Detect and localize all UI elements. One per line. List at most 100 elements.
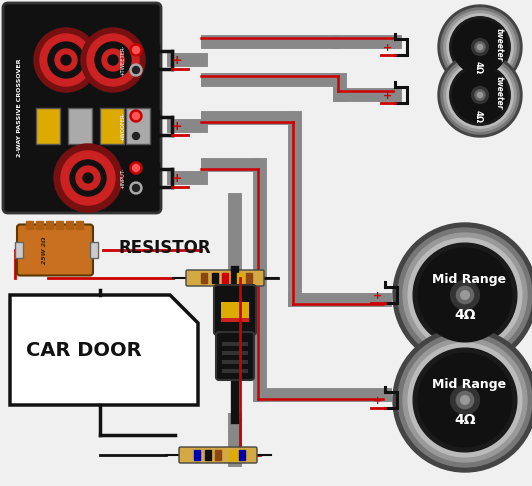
Bar [36, 108, 60, 144]
Bar [194, 450, 200, 460]
Text: +INPUT-: +INPUT- [120, 167, 125, 189]
Text: CAR DOOR: CAR DOOR [26, 341, 142, 360]
Circle shape [398, 228, 532, 362]
Circle shape [475, 90, 485, 100]
Circle shape [108, 55, 118, 65]
Circle shape [438, 5, 522, 89]
Bar [100, 108, 124, 144]
Bar [90, 242, 98, 258]
Circle shape [130, 64, 142, 76]
Text: 4Ω: 4Ω [473, 62, 483, 74]
Circle shape [413, 348, 517, 452]
Circle shape [447, 14, 513, 80]
Circle shape [132, 164, 139, 172]
Circle shape [398, 333, 532, 467]
Bar [222, 342, 248, 346]
Bar [56, 222, 63, 229]
Circle shape [102, 49, 124, 71]
Circle shape [413, 243, 517, 347]
Text: 25W 2Ω: 25W 2Ω [43, 236, 47, 264]
Polygon shape [10, 295, 198, 405]
Circle shape [95, 42, 131, 78]
Bar [246, 273, 252, 283]
Bar [126, 108, 150, 144]
Text: +: + [383, 43, 392, 53]
Circle shape [451, 385, 479, 415]
Bar [222, 360, 248, 364]
Circle shape [408, 238, 522, 352]
Circle shape [61, 151, 115, 205]
Bar [46, 222, 53, 229]
Circle shape [441, 8, 519, 86]
Circle shape [456, 391, 473, 409]
Circle shape [130, 110, 142, 122]
Circle shape [461, 396, 469, 404]
Bar [237, 273, 243, 283]
Circle shape [418, 353, 512, 447]
Text: Mid Range: Mid Range [431, 273, 505, 286]
Circle shape [478, 92, 483, 98]
Circle shape [393, 223, 532, 367]
Circle shape [87, 34, 139, 86]
FancyBboxPatch shape [3, 3, 161, 213]
Circle shape [456, 286, 473, 304]
Circle shape [403, 233, 527, 357]
Text: 4Ω: 4Ω [454, 308, 476, 322]
Text: +: + [373, 396, 383, 406]
Text: 2-WAY PASSIVE CROSSOVER: 2-WAY PASSIVE CROSSOVER [18, 59, 22, 157]
Bar [215, 450, 221, 460]
Circle shape [408, 343, 522, 457]
Text: RESISTOR: RESISTOR [119, 239, 211, 257]
Bar [36, 222, 43, 229]
Circle shape [438, 53, 522, 137]
Circle shape [444, 59, 516, 131]
Bar [230, 450, 236, 460]
Bar [68, 108, 92, 144]
Bar [201, 273, 207, 283]
FancyBboxPatch shape [214, 285, 256, 335]
Text: Mid Range: Mid Range [431, 378, 505, 391]
Circle shape [132, 67, 139, 73]
Circle shape [453, 20, 508, 74]
Circle shape [81, 28, 145, 92]
Text: 4Ω: 4Ω [454, 413, 476, 427]
Circle shape [55, 49, 77, 71]
Circle shape [450, 17, 510, 77]
Circle shape [471, 38, 488, 55]
Bar [221, 318, 249, 322]
Circle shape [441, 56, 519, 134]
Circle shape [132, 112, 139, 120]
Text: +TWEETER-: +TWEETER- [120, 44, 125, 76]
Circle shape [461, 291, 469, 299]
Bar [222, 369, 248, 373]
Bar [204, 450, 211, 460]
Circle shape [132, 47, 139, 53]
FancyBboxPatch shape [186, 270, 264, 286]
Bar [221, 302, 249, 318]
Text: 4Ω: 4Ω [473, 109, 483, 122]
Text: +: + [172, 172, 182, 185]
Circle shape [132, 185, 139, 191]
Circle shape [83, 173, 93, 183]
Circle shape [450, 65, 510, 125]
FancyBboxPatch shape [17, 225, 93, 276]
Bar [212, 273, 218, 283]
Bar [222, 273, 228, 283]
Circle shape [444, 11, 516, 83]
Circle shape [471, 87, 488, 104]
Circle shape [34, 28, 98, 92]
Bar [15, 242, 23, 258]
Circle shape [61, 55, 71, 65]
FancyBboxPatch shape [216, 332, 254, 380]
Circle shape [132, 133, 139, 139]
Text: +WOOFER-: +WOOFER- [120, 111, 125, 140]
Bar [66, 222, 73, 229]
Circle shape [130, 44, 142, 56]
Text: +: + [172, 120, 182, 133]
Circle shape [76, 166, 100, 190]
Circle shape [48, 42, 84, 78]
Circle shape [478, 45, 483, 50]
Circle shape [418, 248, 512, 342]
Text: +: + [172, 54, 182, 67]
Bar [222, 351, 248, 355]
